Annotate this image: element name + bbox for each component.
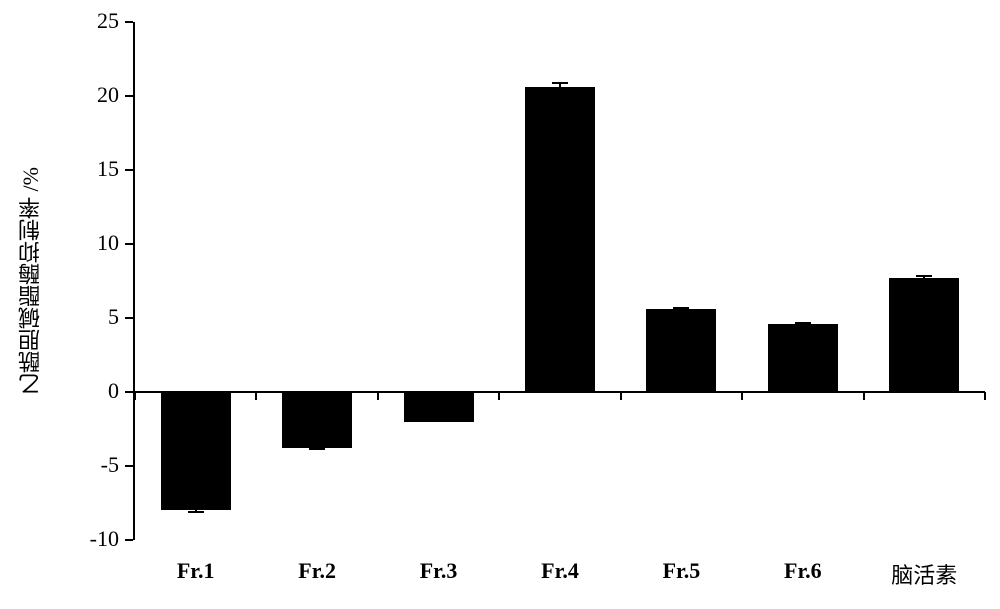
y-tick bbox=[125, 391, 133, 393]
y-tick bbox=[125, 95, 133, 97]
x-tick-label: 脑活素 bbox=[864, 558, 985, 590]
x-tick-label: Fr.6 bbox=[742, 558, 863, 584]
x-tick bbox=[863, 392, 865, 400]
y-tick bbox=[125, 317, 133, 319]
x-tick bbox=[134, 392, 136, 400]
x-tick bbox=[741, 392, 743, 400]
y-tick-label: -10 bbox=[0, 526, 119, 552]
error-bar-cap bbox=[552, 82, 568, 84]
bar bbox=[889, 278, 959, 392]
y-tick-label: 20 bbox=[0, 82, 119, 108]
y-axis-title: 乙酰胆碱酯酶抑制率 /% bbox=[20, 22, 42, 540]
x-tick bbox=[984, 392, 986, 400]
x-tick-label: Fr.5 bbox=[621, 558, 742, 584]
x-tick-label: Fr.1 bbox=[135, 558, 256, 584]
x-tick-label: Fr.2 bbox=[256, 558, 377, 584]
y-tick-label: -5 bbox=[0, 452, 119, 478]
y-axis-line bbox=[133, 22, 135, 540]
y-tick bbox=[125, 169, 133, 171]
bar bbox=[768, 324, 838, 392]
y-tick bbox=[125, 243, 133, 245]
x-tick-label: Fr.3 bbox=[378, 558, 499, 584]
bar bbox=[525, 87, 595, 392]
error-bar-cap bbox=[916, 275, 932, 277]
error-bar-cap bbox=[188, 511, 204, 513]
x-tick bbox=[377, 392, 379, 400]
y-tick bbox=[125, 465, 133, 467]
x-tick bbox=[620, 392, 622, 400]
x-tick-label: Fr.4 bbox=[499, 558, 620, 584]
bar bbox=[646, 309, 716, 392]
bar-chart: -10-50510152025乙酰胆碱酯酶抑制率 /%Fr.1Fr.2Fr.3F… bbox=[0, 0, 1000, 609]
bar bbox=[161, 392, 231, 510]
error-bar-cap bbox=[795, 322, 811, 324]
bar bbox=[282, 392, 352, 448]
y-tick bbox=[125, 21, 133, 23]
y-tick-label: 25 bbox=[0, 8, 119, 34]
bar bbox=[404, 392, 474, 422]
error-bar-cap bbox=[309, 448, 325, 450]
y-tick bbox=[125, 539, 133, 541]
x-tick bbox=[255, 392, 257, 400]
x-tick bbox=[498, 392, 500, 400]
error-bar-cap bbox=[673, 307, 689, 309]
